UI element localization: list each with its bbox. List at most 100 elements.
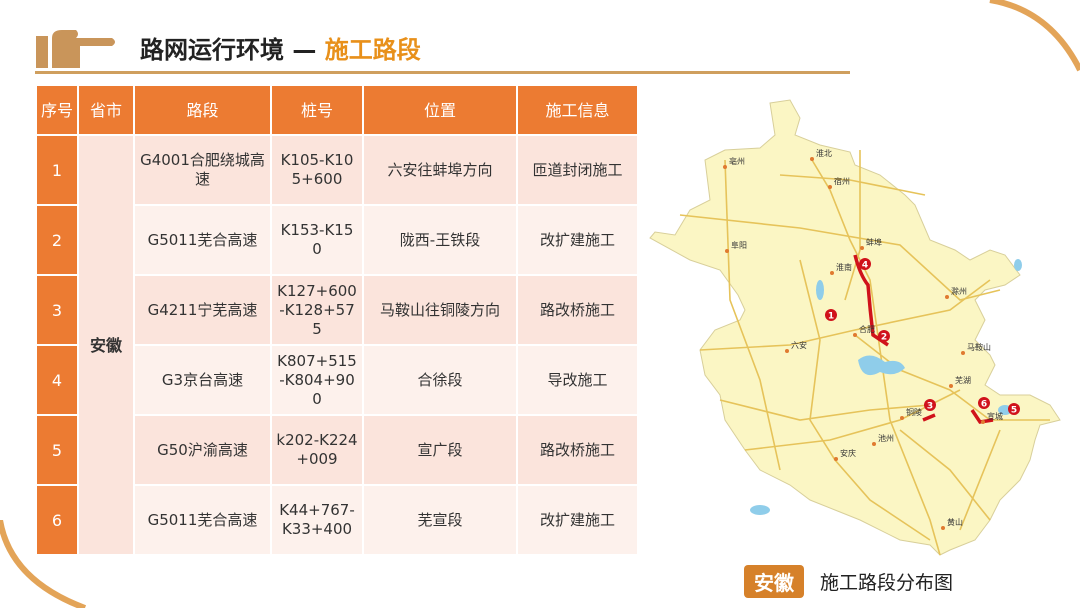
table-row: 6 G5011芜合高速 K44+767-K33+400 芜宣段 改扩建施工 [35,484,639,556]
col-province: 省市 [77,84,135,136]
cell-info: 匝道封闭施工 [516,134,639,206]
col-road: 路段 [133,84,272,136]
table-row: 1 安徽 G4001合肥绕城高速 K105-K105+600 六安往蚌埠方向 匝道封闭施工 [35,134,639,556]
province-outline [649,99,1061,556]
cell-road: G50沪渝高速 [133,414,272,486]
province-tag: 安徽 [744,565,804,598]
cell-road: G3京台高速 [133,344,272,416]
city-dot [828,185,832,189]
table-row: 2 G5011芜合高速 K153-K150 陇西-王铁段 改扩建施工 [35,204,639,276]
marker-label: 5 [1011,406,1017,416]
cell-no: 2 [35,204,79,276]
cell-location: 陇西-王铁段 [362,204,518,276]
construction-segments [853,254,994,424]
cell-location: 六安往蚌埠方向 [362,134,518,206]
cell-stake: K807+515-K804+900 [270,344,364,416]
col-no: 序号 [35,84,79,136]
construction-marker [878,330,890,342]
city-dot [723,165,727,169]
city-dot [941,526,945,530]
table-row: 4 G3京台高速 K807+515-K804+900 合徐段 导改施工 [35,344,639,416]
city-label: 合肥 [859,324,875,334]
table-row: 5 G50沪渝高速 k202-K224+009 宣广段 路改桥施工 [35,414,639,486]
city-label: 亳州 [729,156,745,166]
cell-road: G5011芜合高速 [133,204,272,276]
cell-no: 4 [35,344,79,416]
city-dot [961,351,965,355]
title-divider [35,71,850,74]
city-label: 黄山 [947,517,963,527]
city-label: 阜阳 [731,240,747,250]
city-label: 六安 [791,340,807,350]
col-location: 位置 [362,84,518,136]
marker-label: 6 [981,400,987,410]
cell-no: 5 [35,414,79,486]
construction-marker [825,309,837,321]
city-label: 安庆 [840,448,856,458]
cell-stake: K127+600-K128+575 [270,274,364,346]
cell-province: 安徽 [77,134,135,556]
city-label: 宿州 [834,176,850,186]
city-dot [785,349,789,353]
map-caption: 安徽 施工路段分布图 [744,565,953,598]
title-main: 路网运行环境 — [140,36,317,64]
cell-location: 宣广段 [362,414,518,486]
construction-marker [1008,403,1020,415]
lakes [750,259,1022,515]
table-header: 序号 省市 路段 桩号 位置 施工信息 [35,84,639,136]
cell-location: 马鞍山往铜陵方向 [362,274,518,346]
city-label: 滁州 [951,286,967,296]
caption-text: 施工路段分布图 [820,572,954,594]
city-dot [810,157,814,161]
city-dot [900,416,904,420]
pointing-hand-icon [36,30,115,68]
page-title: 路网运行环境 — 施工路段 [140,30,421,65]
city-dot [981,420,985,424]
cell-stake: K153-K150 [270,204,364,276]
cell-info: 路改桥施工 [516,414,639,486]
city-dot [949,384,953,388]
cell-road: G5011芜合高速 [133,484,272,556]
city-label: 宣城 [987,411,1003,421]
city-dot [945,295,949,299]
cell-road: G4001合肥绕城高速 [133,134,272,206]
city-label: 马鞍山 [967,342,991,352]
cell-info: 路改桥施工 [516,274,639,346]
city-label: 池州 [878,433,894,443]
construction-marker [924,399,936,411]
cell-road: G4211宁芜高速 [133,274,272,346]
cell-stake: K44+767-K33+400 [270,484,364,556]
city-dot [725,249,729,253]
city-dot [860,246,864,250]
road-network [679,150,1050,556]
decor-arc-bottom [0,520,87,608]
city-dot [853,333,857,337]
marker-label: 2 [881,333,887,343]
table-row: 3 G4211宁芜高速 K127+600-K128+575 马鞍山往铜陵方向 路改桥施工 [35,274,639,346]
construction-marker [978,397,990,409]
marker-label: 1 [828,312,834,322]
marker-label: 3 [927,402,933,412]
cell-location: 合徐段 [362,344,518,416]
city-label: 芜湖 [955,375,971,385]
decor-arc-top [989,0,1080,72]
construction-marker [859,258,871,270]
construction-table: 序号 省市 路段 桩号 位置 施工信息 1 安徽 G4001合肥绕城高速 K105-K… [35,84,639,556]
city-label: 淮南 [836,262,852,272]
city-label: 铜陵 [906,407,922,417]
cell-no: 3 [35,274,79,346]
col-info: 施工信息 [516,84,639,136]
cell-info: 改扩建施工 [516,204,639,276]
city-dot [830,271,834,275]
city-dot [834,457,838,461]
cell-location: 芜宣段 [362,484,518,556]
cell-info: 导改施工 [516,344,639,416]
title-highlight: 施工路段 [324,36,421,64]
city-label: 蚌埠 [866,237,882,247]
col-stake: 桩号 [270,84,364,136]
cell-no: 1 [35,134,79,206]
cell-no: 6 [35,484,79,556]
cell-stake: K105-K105+600 [270,134,364,206]
city-label: 淮北 [816,148,832,158]
